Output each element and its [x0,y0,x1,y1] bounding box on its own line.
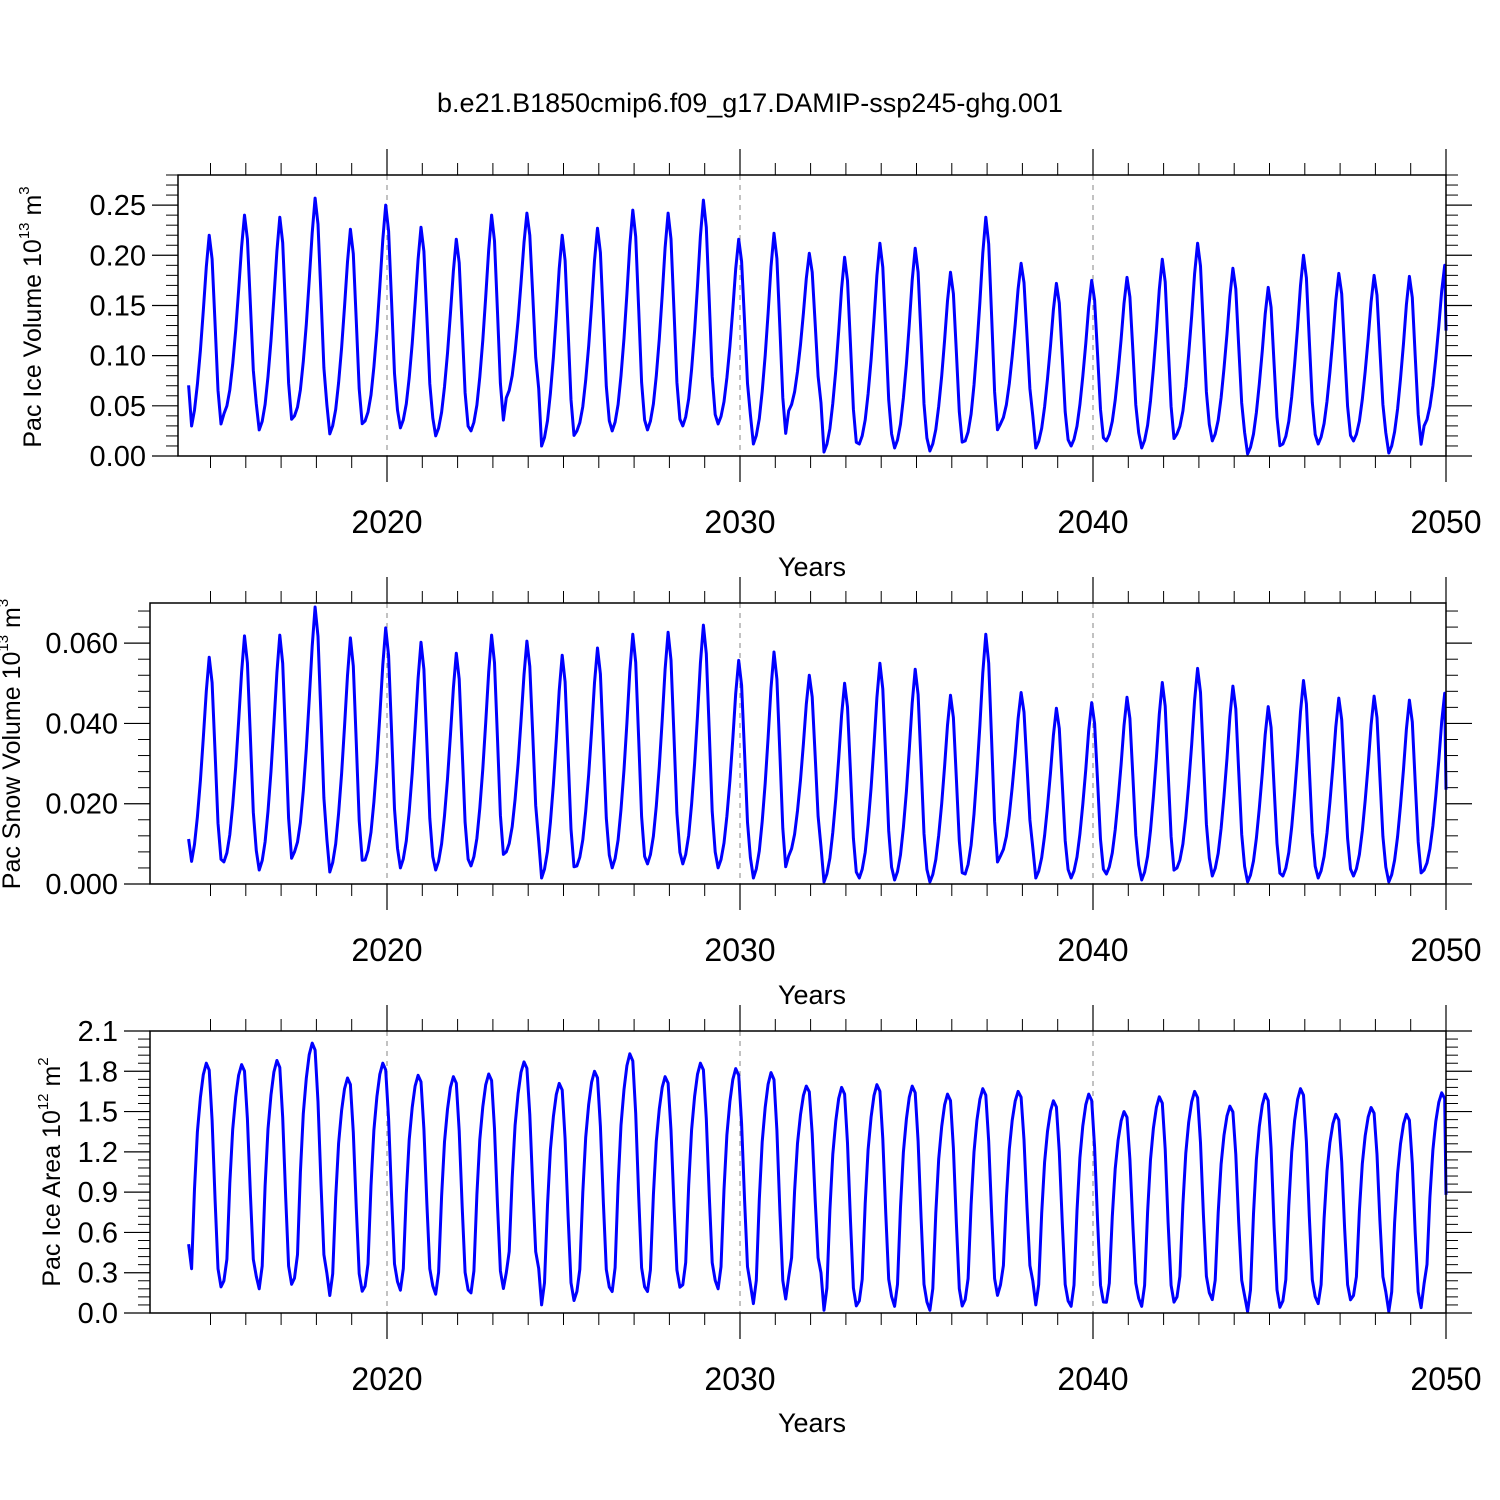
ice-area-series-line [187,1041,1448,1314]
ice-area-plot-frame [149,1030,1447,1314]
y-tick-label: 0.05 [90,391,146,423]
ice-area-x-axis-label: Years [778,1408,846,1438]
figure-title: b.e21.B1850cmip6.f09_g17.DAMIP-ssp245-gh… [437,88,1063,118]
ice-volume-y-tick-labels: 0.00 0.05 0.10 0.15 0.20 0.25 [90,190,146,473]
y-tick-label: 0.040 [45,708,118,740]
y-tick-label: 0.3 [78,1258,118,1290]
panel-ice-area: Pac Ice Area 1012 m2 0.0 0.3 0.6 0.9 1.2 1.5 1… [35,1005,1482,1438]
y-tick-label: 0.15 [90,290,146,322]
snow-volume-x-axis-label: Years [778,980,846,1010]
y-tick-label: 0.0 [78,1298,118,1330]
y-tick-label: 0.6 [78,1217,118,1249]
y-tick-label: 1.5 [78,1097,118,1129]
x-tick-label: 2040 [1057,1361,1128,1397]
y-tick-label: 0.25 [90,190,146,222]
x-tick-label: 2030 [704,504,775,540]
x-tick-label: 2030 [704,1361,775,1397]
y-tick-label: 0.10 [90,341,146,373]
ice-volume-plot-frame [177,174,1447,457]
y-tick-label: 0.020 [45,789,118,821]
y-tick-label: 0.9 [78,1177,118,1209]
ice-volume-grid [386,175,1094,456]
ice-area-x-tick-labels: 2020 2030 2040 2050 [351,1361,1481,1397]
x-tick-label: 2040 [1057,504,1128,540]
ice-area-y-axis-label: Pac Ice Area 1012 m2 [35,1057,66,1286]
x-tick-label: 2020 [351,1361,422,1397]
snow-volume-series-line [187,605,1448,884]
panel-ice-volume: Pac Ice Volume 1013 m3 0.000.050.100.150… [16,149,1482,582]
ice-area-grid [386,1031,1094,1313]
x-tick-label: 2050 [1410,1361,1481,1397]
snow-volume-grid [386,603,1094,884]
y-tick-label: 2.1 [78,1016,118,1048]
x-tick-label: 2050 [1410,932,1481,968]
snow-volume-plot-frame [149,602,1447,885]
panel-snow-volume: Pac Snow Volume 1013 m3 0.0000.0200.0400… [0,577,1482,1010]
ice-area-y-tick-labels: 0.0 0.3 0.6 0.9 1.2 1.5 1.8 2.1 [78,1016,118,1330]
snow-volume-ticks [124,577,1472,910]
ice-volume-x-axis-label: Years [778,552,846,582]
snow-volume-y-tick-labels: 0.000 0.020 0.040 0.060 [45,628,118,901]
x-tick-label: 2050 [1410,504,1481,540]
x-tick-label: 2040 [1057,932,1128,968]
ice-volume-series-line [187,196,1448,456]
y-tick-label: 1.2 [78,1137,118,1169]
ice-volume-x-tick-labels: 2020 2030 2040 2050 [351,504,1481,540]
y-tick-label: 1.8 [78,1056,118,1088]
ice-volume-y-axis-label: Pac Ice Volume 1013 m3 [16,186,47,447]
y-tick-label: 0.00 [90,441,146,473]
x-tick-label: 2020 [351,504,422,540]
x-tick-label: 2030 [704,932,775,968]
y-tick-label: 0.060 [45,628,118,660]
y-tick-label: 0.20 [90,240,146,272]
ice-volume-ticks [152,149,1472,482]
x-tick-label: 2020 [351,932,422,968]
y-tick-label: 0.000 [45,869,118,901]
ice-area-ticks [124,1005,1472,1339]
snow-volume-x-tick-labels: 2020 2030 2040 2050 [351,932,1481,968]
snow-volume-y-axis-label: Pac Snow Volume 1013 m3 [0,599,26,889]
